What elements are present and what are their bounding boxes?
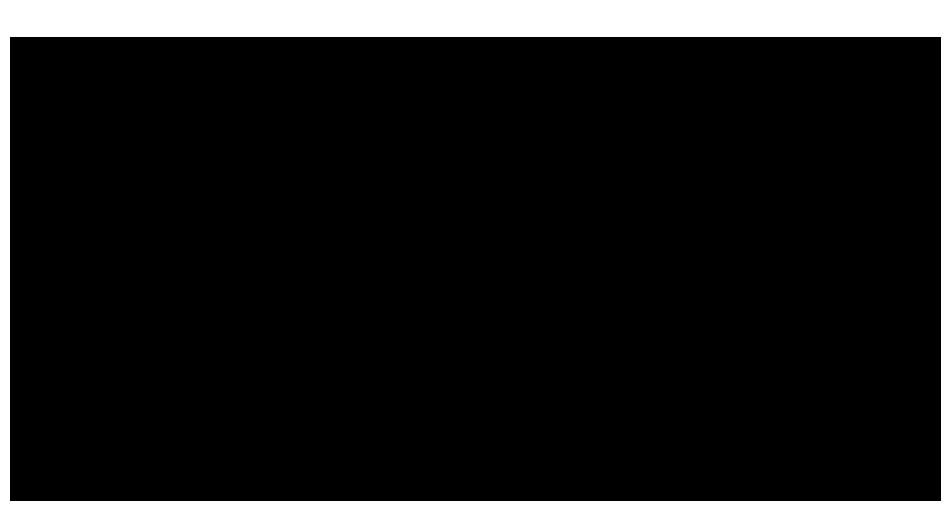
wordcloud-canvas <box>10 37 941 501</box>
wordcloud-background <box>10 37 941 501</box>
